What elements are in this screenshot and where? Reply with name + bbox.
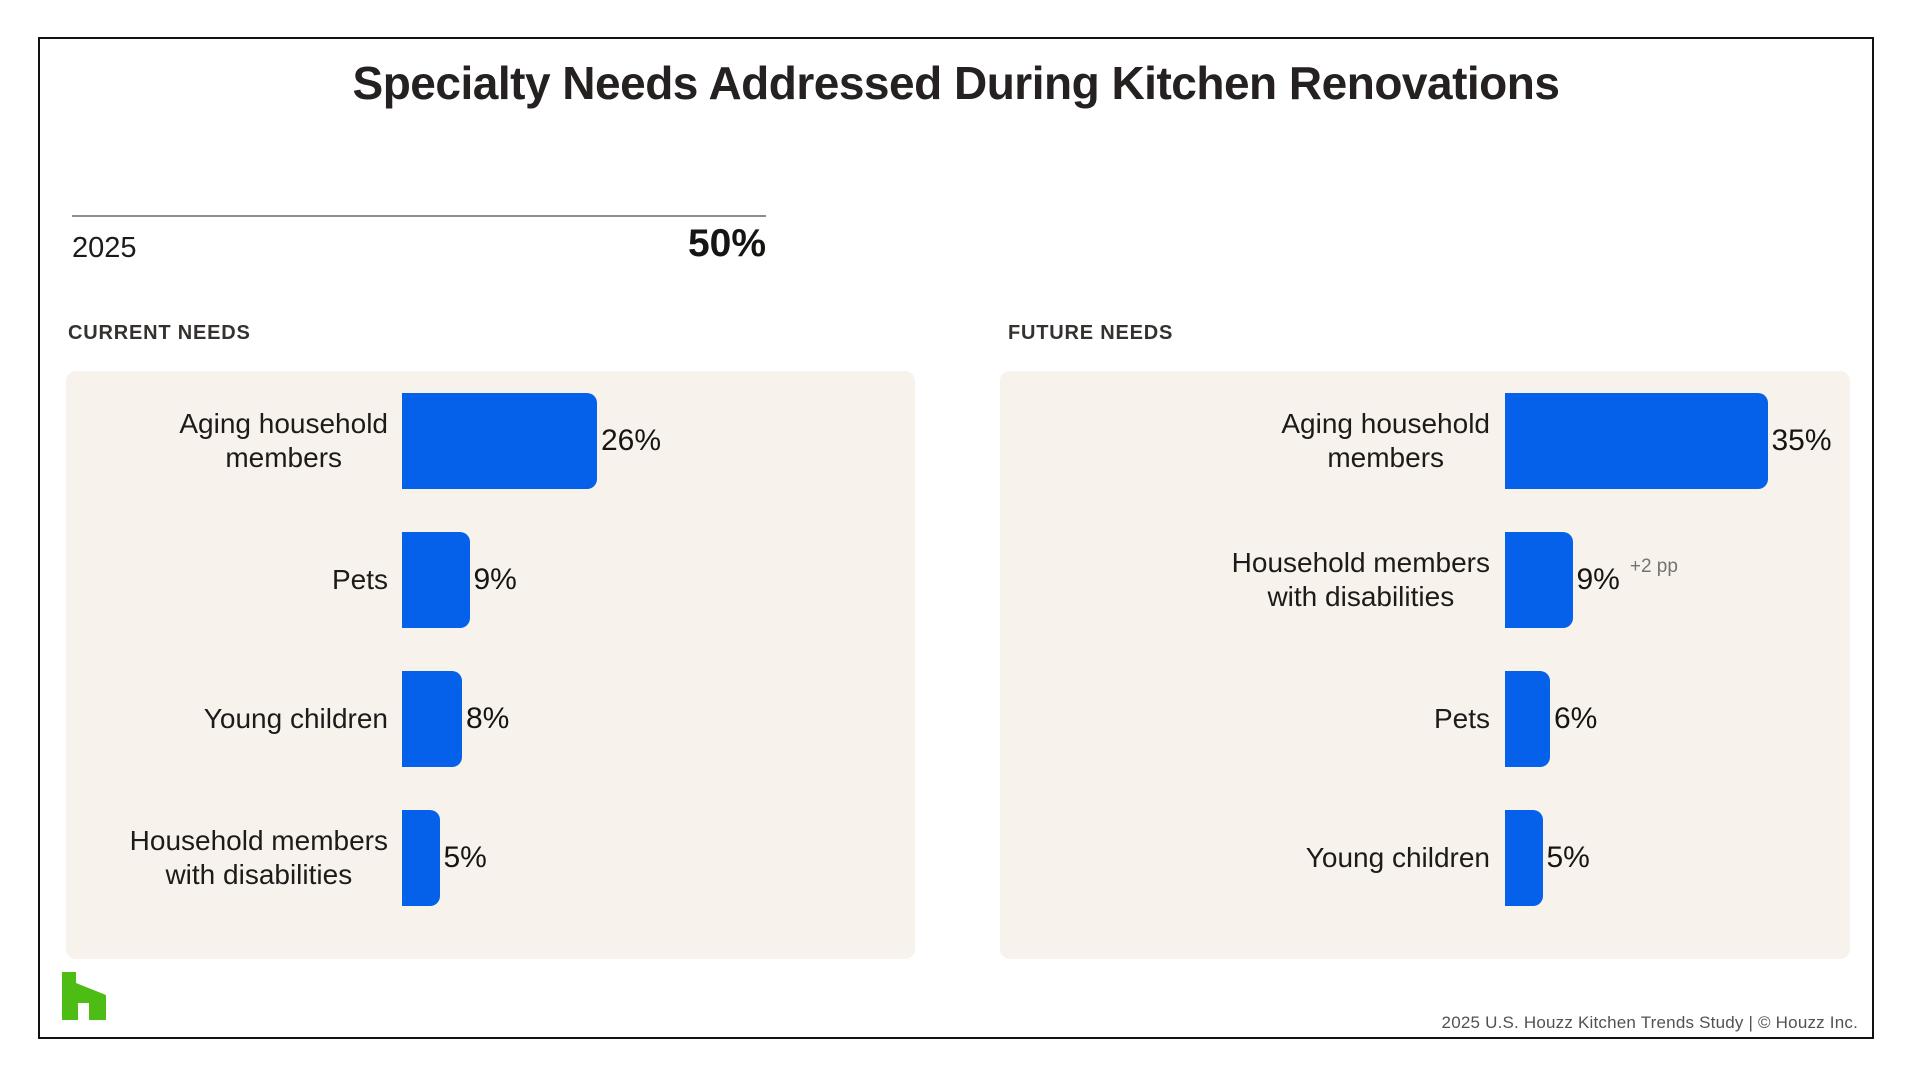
category-label: Pets bbox=[1433, 702, 1490, 734]
bar-row-label: Household members with disabilities bbox=[1000, 546, 1490, 612]
bar-row: Household members with disabilities 5% bbox=[66, 788, 915, 927]
bar-row: Aging household members 35% bbox=[1000, 371, 1850, 510]
bar-value-label: 9% bbox=[473, 562, 517, 596]
category-label: Household members with disabilities bbox=[129, 825, 388, 890]
category-label: Aging household members bbox=[1281, 408, 1490, 473]
section-header-future-needs: FUTURE NEEDS bbox=[1008, 322, 1174, 344]
bar-row-label: Household members with disabilities bbox=[66, 824, 388, 890]
section-header-current-needs: CURRENT NEEDS bbox=[68, 322, 251, 344]
bar bbox=[1505, 392, 1768, 489]
footer-credit: 2025 U.S. Houzz Kitchen Trends Study | ©… bbox=[1441, 1013, 1858, 1032]
bar-row: Aging household members 26% bbox=[66, 371, 915, 510]
bar bbox=[1505, 809, 1543, 906]
bar bbox=[1505, 670, 1550, 767]
category-label: Household members with disabilities bbox=[1231, 547, 1490, 612]
bar-row: Household members with disabilities 9% +… bbox=[1000, 510, 1850, 649]
bar-row-label: Young children bbox=[1000, 841, 1490, 874]
bar-value-label: 35% bbox=[1771, 423, 1832, 457]
chart-panel-current-needs: Aging household members 26% Pets 9% Youn… bbox=[66, 371, 915, 959]
bar-row: Pets 6% bbox=[1000, 649, 1850, 788]
bar-row-label: Pets bbox=[1000, 702, 1490, 735]
bar-row-label: Aging household members bbox=[1000, 407, 1490, 473]
bar bbox=[402, 392, 597, 489]
bar-row: Young children 8% bbox=[66, 649, 915, 788]
category-label: Young children bbox=[203, 702, 388, 734]
bar-value-label: 5% bbox=[443, 840, 487, 874]
bar-row-label: Young children bbox=[66, 702, 388, 735]
category-label: Pets bbox=[331, 563, 388, 595]
bar-value-label: 9% bbox=[1576, 562, 1620, 596]
bar-row: Pets 9% bbox=[66, 510, 915, 649]
houzz-logo-icon bbox=[62, 972, 106, 1020]
bar-value-label: 6% bbox=[1554, 701, 1598, 735]
category-label: Young children bbox=[1305, 841, 1490, 873]
category-label: Aging household members bbox=[179, 408, 388, 473]
chart-panel-future-needs: Aging household members 35% Household me… bbox=[1000, 371, 1850, 959]
stat-divider-line bbox=[72, 215, 766, 217]
bar bbox=[402, 809, 440, 906]
bar-row-label: Pets bbox=[66, 563, 388, 596]
bar bbox=[1505, 531, 1573, 628]
bar-value-label: 8% bbox=[466, 701, 510, 735]
bar bbox=[402, 670, 462, 767]
bar bbox=[402, 531, 470, 628]
bar-value-label: 26% bbox=[601, 423, 662, 457]
bar-annotation: +2 pp bbox=[1629, 555, 1678, 577]
stat-value: 50% bbox=[687, 222, 766, 265]
stat-year-label: 2025 bbox=[72, 232, 137, 264]
bar-row-label: Aging household members bbox=[66, 407, 388, 473]
bar-value-label: 5% bbox=[1546, 840, 1590, 874]
page-title: Specialty Needs Addressed During Kitchen… bbox=[352, 57, 1560, 109]
houzz-house-shape bbox=[62, 972, 106, 1020]
bar-row: Young children 5% bbox=[1000, 788, 1850, 927]
